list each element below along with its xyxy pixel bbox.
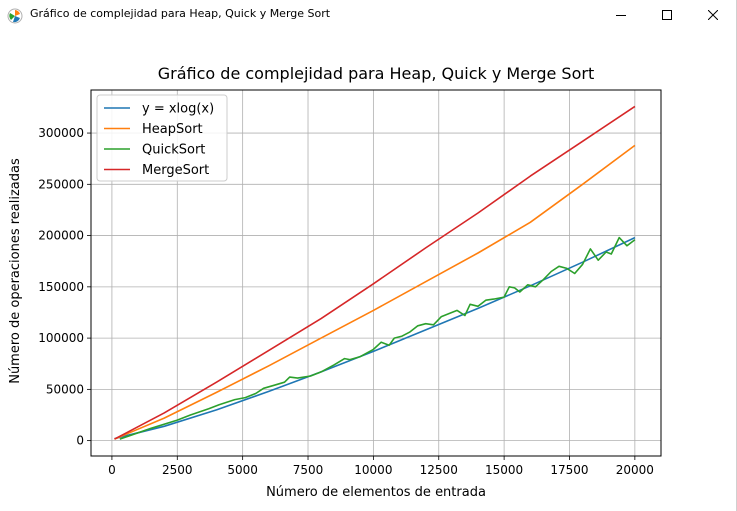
y-tick-label: 150000 bbox=[38, 280, 84, 294]
x-tick-label: 2500 bbox=[162, 463, 193, 477]
window-title: Gráfico de complejidad para Heap, Quick … bbox=[30, 7, 331, 20]
x-tick-label: 20000 bbox=[616, 463, 654, 477]
x-axis-label: Número de elementos de entrada bbox=[266, 485, 486, 500]
y-tick-label: 100000 bbox=[38, 331, 84, 345]
grid-lines bbox=[91, 90, 661, 456]
y-axis-label: Número de operaciones realizadas bbox=[8, 158, 23, 384]
matplotlib-app-icon bbox=[7, 8, 23, 24]
maximize-button[interactable] bbox=[644, 0, 690, 30]
y-axis-ticks: 0 50000 100000 150000 200000 250000 300000 bbox=[38, 126, 91, 448]
x-tick-label: 15000 bbox=[485, 463, 523, 477]
chart-title: Gráfico de complejidad para Heap, Quick … bbox=[158, 64, 594, 83]
y-tick-label: 250000 bbox=[38, 177, 84, 191]
minimize-icon bbox=[616, 10, 626, 20]
x-tick-label: 7500 bbox=[293, 463, 324, 477]
series-lines bbox=[114, 105, 636, 440]
series-line-mergesort bbox=[114, 105, 636, 440]
maximize-icon bbox=[662, 10, 672, 20]
legend-label: QuickSort bbox=[142, 143, 205, 158]
y-tick-label: 50000 bbox=[46, 382, 84, 396]
legend: y = xlog(x) HeapSort QuickSort MergeSort bbox=[96, 94, 228, 182]
close-button[interactable] bbox=[690, 0, 736, 30]
legend-label: HeapSort bbox=[142, 122, 203, 137]
series-line-heapsort bbox=[114, 144, 636, 440]
plot-frame bbox=[90, 89, 662, 457]
x-axis-ticks: 0 2500 5000 7500 10000 12500 15000 17500 20000 bbox=[108, 456, 654, 477]
x-tick-label: 5000 bbox=[227, 463, 258, 477]
x-tick-label: 0 bbox=[108, 463, 116, 477]
y-tick-label: 200000 bbox=[38, 229, 84, 243]
legend-box bbox=[96, 94, 228, 182]
legend-label: y = xlog(x) bbox=[142, 102, 214, 117]
series-line-quicksort bbox=[119, 236, 636, 440]
x-tick-label: 10000 bbox=[354, 463, 392, 477]
y-tick-label: 300000 bbox=[38, 126, 84, 140]
y-tick-label: 0 bbox=[76, 434, 84, 448]
legend-label: MergeSort bbox=[142, 163, 209, 178]
series-line-y-xlog-x bbox=[114, 236, 636, 440]
x-tick-label: 17500 bbox=[550, 463, 588, 477]
title-bar[interactable]: Gráfico de complejidad para Heap, Quick … bbox=[0, 0, 737, 30]
close-icon bbox=[708, 10, 718, 20]
complexity-line-chart: Gráfico de complejidad para Heap, Quick … bbox=[8, 64, 662, 500]
minimize-button[interactable] bbox=[598, 0, 644, 30]
x-tick-label: 12500 bbox=[420, 463, 458, 477]
